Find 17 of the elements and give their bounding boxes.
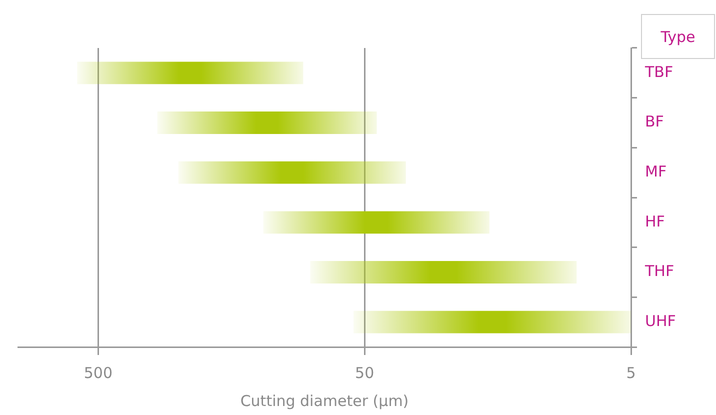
y-axis-title: Type [641, 14, 715, 59]
x-tick-label: 50 [355, 364, 374, 382]
x-tick-label: 5 [626, 364, 636, 382]
x-tick-label: 500 [84, 364, 113, 382]
y-tick-label: TBF [644, 62, 674, 81]
bar [310, 261, 577, 284]
y-tick-label: THF [644, 262, 674, 280]
y-tick-label: UHF [645, 312, 676, 330]
bar [178, 161, 406, 184]
x-axis-title: Cutting diameter (µm) [240, 392, 409, 410]
bar [77, 62, 304, 84]
bar [157, 112, 377, 134]
y-tick-label: HF [645, 212, 665, 230]
bar [263, 211, 490, 234]
bar [354, 310, 631, 334]
y-tick-label: BF [645, 112, 664, 131]
y-tick-label: MF [645, 162, 667, 180]
